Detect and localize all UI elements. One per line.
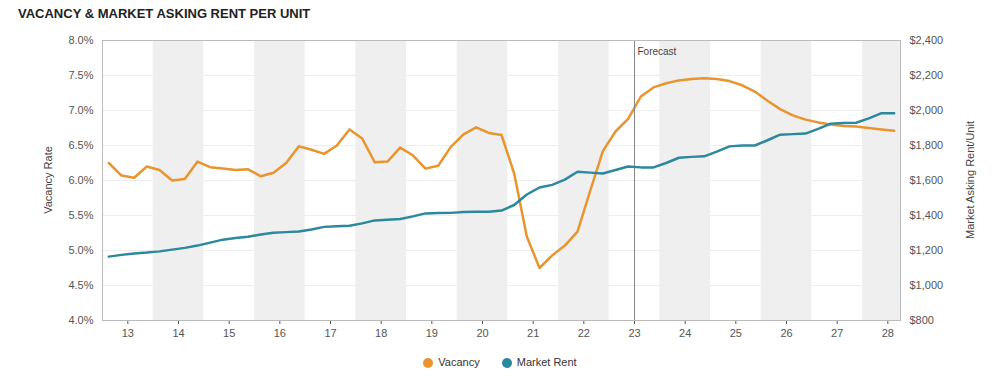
html-text:Market Rent: Market Rent (516, 356, 577, 368)
svg-text:7.0%: 7.0% (68, 104, 93, 116)
html-text:Market Asking Rent/Unit: Market Asking Rent/Unit (964, 121, 976, 239)
svg-text:6.5%: 6.5% (68, 139, 93, 151)
svg-text:28: 28 (882, 327, 894, 339)
svg-text:18: 18 (375, 327, 387, 339)
svg-text:$2,000: $2,000 (910, 104, 944, 116)
svg-text:20: 20 (476, 327, 488, 339)
svg-text:$800: $800 (910, 314, 934, 326)
svg-text:$1,000: $1,000 (910, 279, 944, 291)
html-text:VACANCY & MARKET ASKING RENT P: VACANCY & MARKET ASKING RENT PER UNIT (18, 6, 311, 21)
svg-text:5.0%: 5.0% (68, 244, 93, 256)
svg-text:Forecast: Forecast (638, 46, 677, 57)
svg-text:24: 24 (679, 327, 691, 339)
svg-text:14: 14 (172, 327, 184, 339)
svg-text:27: 27 (831, 327, 843, 339)
html-text:Vacancy Rate: Vacancy Rate (41, 146, 54, 214)
svg-text:4.0%: 4.0% (68, 314, 93, 326)
svg-text:$1,200: $1,200 (910, 244, 944, 256)
svg-text:13: 13 (122, 327, 134, 339)
svg-text:16: 16 (274, 327, 286, 339)
svg-text:8.0%: 8.0% (68, 34, 93, 46)
svg-text:25: 25 (730, 327, 742, 339)
svg-text:6.0%: 6.0% (68, 174, 93, 186)
svg-text:19: 19 (426, 327, 438, 339)
svg-text:4.5%: 4.5% (68, 279, 93, 291)
svg-text:23: 23 (628, 327, 640, 339)
html-text:Vacancy: Vacancy (438, 356, 480, 368)
svg-text:22: 22 (578, 327, 590, 339)
svg-text:$1,600: $1,600 (910, 174, 944, 186)
svg-text:7.5%: 7.5% (68, 69, 93, 81)
svg-text:15: 15 (223, 327, 235, 339)
svg-text:17: 17 (324, 327, 336, 339)
svg-text:$2,400: $2,400 (910, 34, 944, 46)
svg-text:26: 26 (780, 327, 792, 339)
svg-text:$1,800: $1,800 (910, 139, 944, 151)
svg-text:$2,200: $2,200 (910, 69, 944, 81)
svg-text:5.5%: 5.5% (68, 209, 93, 221)
svg-text:$1,400: $1,400 (910, 209, 944, 221)
svg-text:21: 21 (527, 327, 539, 339)
